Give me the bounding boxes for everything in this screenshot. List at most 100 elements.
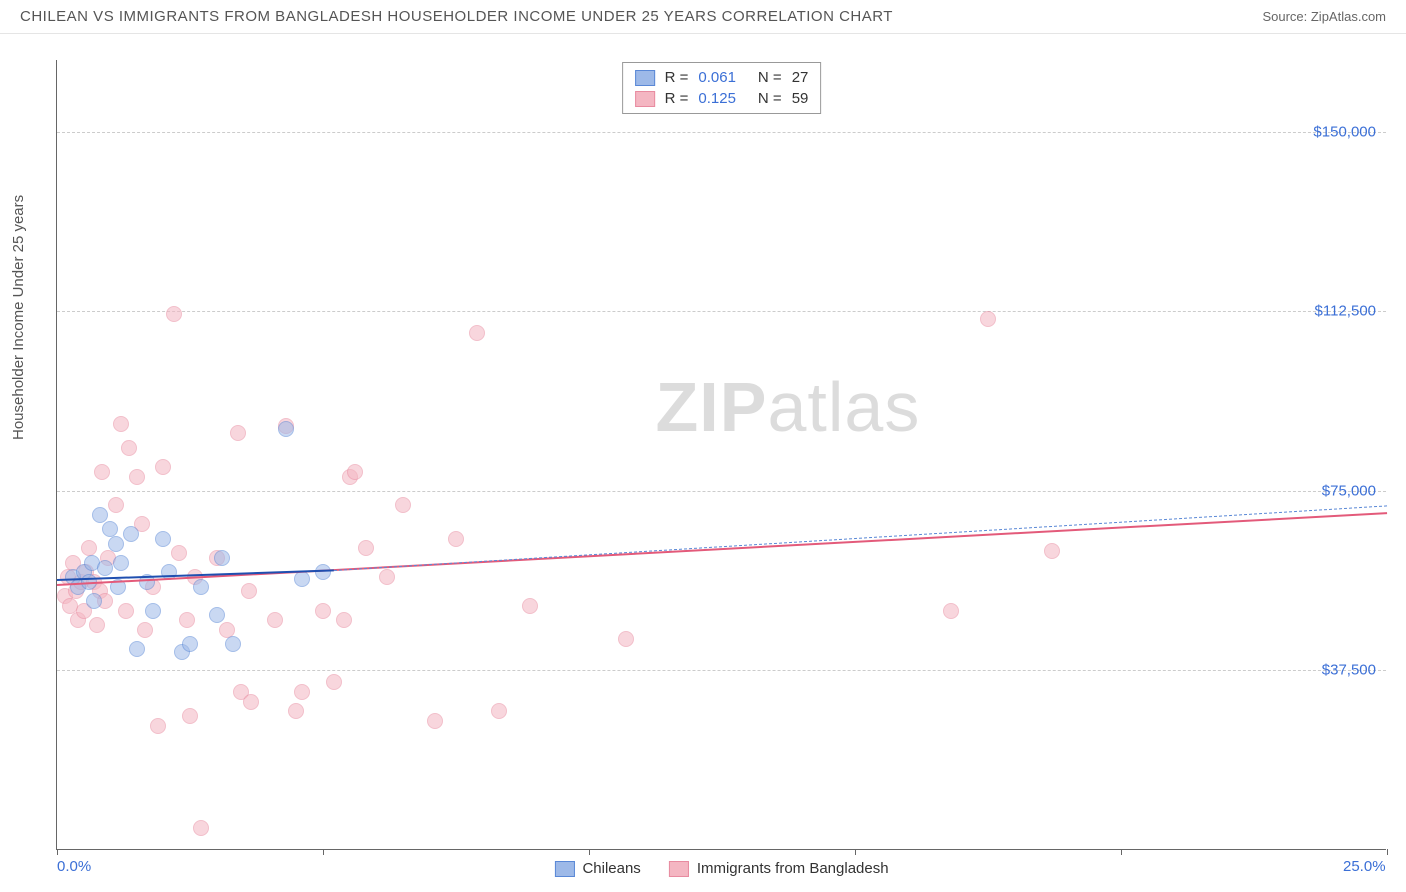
legend-item-chileans: Chileans <box>554 860 640 877</box>
data-point-bangladesh <box>182 708 198 724</box>
data-point-chileans <box>193 579 209 595</box>
swatch-bangladesh <box>635 91 655 107</box>
chart-title: CHILEAN VS IMMIGRANTS FROM BANGLADESH HO… <box>20 8 893 25</box>
data-point-bangladesh <box>980 311 996 327</box>
watermark-light: atlas <box>767 368 920 446</box>
data-point-chileans <box>129 641 145 657</box>
data-point-bangladesh <box>155 459 171 475</box>
data-point-bangladesh <box>137 622 153 638</box>
data-point-bangladesh <box>336 612 352 628</box>
y-tick-label: $37,500 <box>1322 662 1376 679</box>
data-point-bangladesh <box>618 631 634 647</box>
gridline-h <box>57 491 1386 492</box>
data-point-bangladesh <box>171 545 187 561</box>
watermark-bold: ZIP <box>656 368 768 446</box>
series-legend: Chileans Immigrants from Bangladesh <box>554 860 888 877</box>
n-value-chileans: 27 <box>792 69 809 86</box>
data-point-bangladesh <box>89 617 105 633</box>
r-label: R = <box>665 90 689 107</box>
data-point-bangladesh <box>379 569 395 585</box>
data-point-chileans <box>145 603 161 619</box>
data-point-bangladesh <box>427 713 443 729</box>
data-point-bangladesh <box>395 497 411 513</box>
data-point-chileans <box>294 571 310 587</box>
data-point-chileans <box>278 421 294 437</box>
data-point-chileans <box>209 607 225 623</box>
data-point-bangladesh <box>230 425 246 441</box>
data-point-bangladesh <box>118 603 134 619</box>
n-value-bangladesh: 59 <box>792 90 809 107</box>
data-point-bangladesh <box>943 603 959 619</box>
legend-row-bangladesh: R = 0.125 N = 59 <box>635 88 809 109</box>
trend-line <box>334 505 1387 571</box>
legend-item-bangladesh: Immigrants from Bangladesh <box>669 860 889 877</box>
data-point-bangladesh <box>121 440 137 456</box>
legend-label-chileans: Chileans <box>582 860 640 877</box>
x-tick <box>855 849 856 855</box>
data-point-bangladesh <box>113 416 129 432</box>
data-point-bangladesh <box>358 540 374 556</box>
swatch-bangladesh-icon <box>669 861 689 877</box>
x-tick <box>1387 849 1388 855</box>
data-point-bangladesh <box>193 820 209 836</box>
y-tick-label: $150,000 <box>1313 123 1376 140</box>
data-point-chileans <box>108 536 124 552</box>
data-point-chileans <box>113 555 129 571</box>
x-tick <box>589 849 590 855</box>
gridline-h <box>57 132 1386 133</box>
legend-label-bangladesh: Immigrants from Bangladesh <box>697 860 889 877</box>
data-point-chileans <box>123 526 139 542</box>
data-point-bangladesh <box>288 703 304 719</box>
data-point-bangladesh <box>469 325 485 341</box>
data-point-bangladesh <box>267 612 283 628</box>
data-point-chileans <box>214 550 230 566</box>
title-bar: CHILEAN VS IMMIGRANTS FROM BANGLADESH HO… <box>0 0 1406 34</box>
x-tick <box>1121 849 1122 855</box>
data-point-bangladesh <box>326 674 342 690</box>
data-point-chileans <box>225 636 241 652</box>
y-tick-label: $75,000 <box>1322 482 1376 499</box>
data-point-bangladesh <box>94 464 110 480</box>
data-point-bangladesh <box>347 464 363 480</box>
x-tick-label: 25.0% <box>1343 858 1386 875</box>
data-point-bangladesh <box>315 603 331 619</box>
x-tick <box>323 849 324 855</box>
r-value-chileans: 0.061 <box>698 69 736 86</box>
data-point-bangladesh <box>522 598 538 614</box>
x-tick <box>57 849 58 855</box>
data-point-chileans <box>315 564 331 580</box>
x-tick-label: 0.0% <box>57 858 91 875</box>
n-label: N = <box>758 90 782 107</box>
watermark: ZIPatlas <box>656 367 921 447</box>
data-point-chileans <box>155 531 171 547</box>
data-point-bangladesh <box>491 703 507 719</box>
scatter-chart: ZIPatlas R = 0.061 N = 27 R = 0.125 N = … <box>56 60 1386 850</box>
data-point-chileans <box>182 636 198 652</box>
legend-row-chileans: R = 0.061 N = 27 <box>635 67 809 88</box>
data-point-chileans <box>97 560 113 576</box>
r-value-bangladesh: 0.125 <box>698 90 736 107</box>
swatch-chileans <box>635 70 655 86</box>
y-axis-label: Householder Income Under 25 years <box>10 195 27 440</box>
data-point-bangladesh <box>108 497 124 513</box>
data-point-bangladesh <box>1044 543 1060 559</box>
data-point-bangladesh <box>166 306 182 322</box>
data-point-chileans <box>86 593 102 609</box>
trend-line <box>57 512 1387 586</box>
data-point-chileans <box>92 507 108 523</box>
y-tick-label: $112,500 <box>1315 303 1376 320</box>
data-point-bangladesh <box>129 469 145 485</box>
data-point-bangladesh <box>294 684 310 700</box>
data-point-bangladesh <box>150 718 166 734</box>
correlation-legend: R = 0.061 N = 27 R = 0.125 N = 59 <box>622 62 822 114</box>
gridline-h <box>57 670 1386 671</box>
n-label: N = <box>758 69 782 86</box>
r-label: R = <box>665 69 689 86</box>
data-point-bangladesh <box>243 694 259 710</box>
source-label: Source: ZipAtlas.com <box>1262 9 1386 24</box>
data-point-bangladesh <box>179 612 195 628</box>
swatch-chileans-icon <box>554 861 574 877</box>
gridline-h <box>57 311 1386 312</box>
data-point-bangladesh <box>241 583 257 599</box>
data-point-bangladesh <box>448 531 464 547</box>
